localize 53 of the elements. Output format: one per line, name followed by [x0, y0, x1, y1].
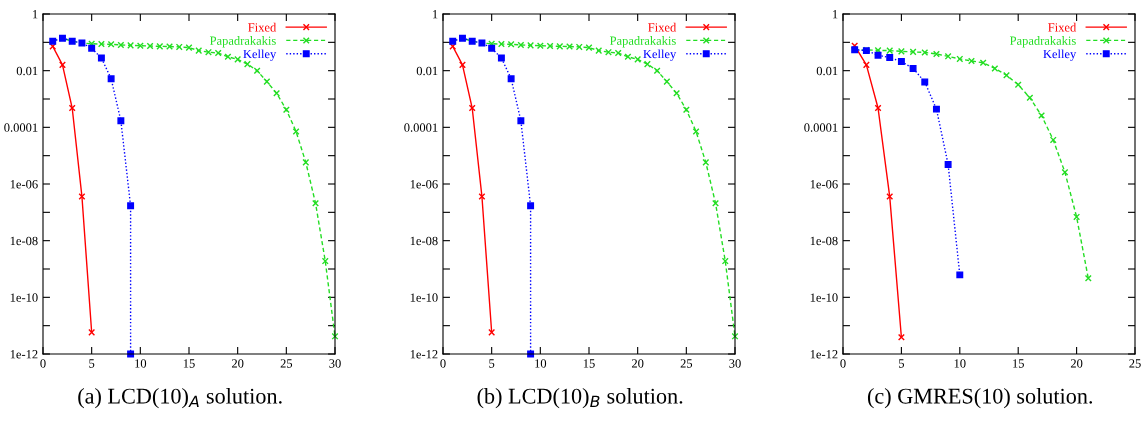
x-tick-label: 30	[729, 359, 741, 368]
y-tick-label: 1e-08	[410, 236, 438, 246]
y-tick-label: 1e-10	[10, 293, 38, 302]
y-tick-label: 1e-08	[10, 236, 38, 246]
x-tick-label: 10	[535, 359, 547, 368]
x-tick-label: 25	[280, 359, 293, 368]
y-tick-label: 1e-10	[810, 293, 838, 302]
legend-label: Fixed	[648, 22, 677, 32]
y-tick-label: 1e-06	[410, 180, 438, 189]
y-tick-label: 0.0001	[804, 123, 838, 132]
x-tick-label: 20	[631, 359, 644, 368]
y-tick-label: 1e-08	[810, 236, 838, 246]
x-tick-label: 0	[840, 359, 846, 368]
y-tick-label: 1e-06	[810, 180, 838, 189]
x-tick-label: 5	[899, 359, 905, 368]
legend-label: Kelley	[643, 49, 677, 61]
text: (c) GMRES(10) solution.	[867, 388, 1093, 409]
y-tick-label: 1e-12	[10, 350, 38, 359]
x-tick-label: 15	[183, 359, 195, 368]
y-tick-label: 1	[432, 10, 438, 19]
y-tick-label: 0.0001	[404, 123, 438, 132]
text: (a) LCD(10)$_{A}$ solution.	[78, 388, 282, 409]
x-tick-label: 25	[680, 359, 693, 368]
x-tick-label: 5	[89, 359, 95, 368]
y-tick-label: 0.01	[416, 66, 438, 76]
x-tick-label: 25	[1129, 359, 1141, 368]
legend-label: Papadrakakis	[209, 36, 276, 48]
x-tick-label: 20	[231, 359, 244, 368]
legend-label: Papadrakakis	[609, 36, 676, 48]
x-tick-label: 15	[583, 359, 595, 368]
y-tick-label: 1e-12	[810, 350, 838, 359]
legend-label: Kelley	[243, 49, 277, 61]
legend-label: Fixed	[1048, 22, 1077, 32]
x-tick-label: 30	[329, 359, 341, 368]
x-tick-label: 0	[440, 359, 446, 368]
x-tick-label: 10	[954, 359, 966, 368]
x-tick-label: 0	[40, 359, 46, 368]
y-tick-label: 1e-06	[10, 180, 38, 189]
x-tick-label: 20	[1070, 359, 1083, 368]
y-tick-label: 1e-10	[410, 293, 438, 302]
y-tick-label: 1	[32, 10, 38, 19]
legend-label: Fixed	[248, 22, 277, 32]
y-tick-label: 0.0001	[4, 123, 38, 132]
text: (b) LCD(10)$_{B}$ solution.	[477, 388, 683, 409]
y-tick-label: 1e-12	[410, 350, 438, 359]
y-tick-label: 1	[832, 10, 838, 19]
y-tick-label: 0.01	[16, 66, 38, 76]
x-tick-label: 10	[135, 359, 147, 368]
x-tick-label: 15	[1013, 359, 1024, 368]
y-tick-label: 0.01	[816, 66, 838, 76]
legend-label: Papadrakakis	[1009, 36, 1076, 48]
legend-label: Kelley	[1043, 49, 1077, 61]
x-tick-label: 5	[489, 359, 495, 368]
